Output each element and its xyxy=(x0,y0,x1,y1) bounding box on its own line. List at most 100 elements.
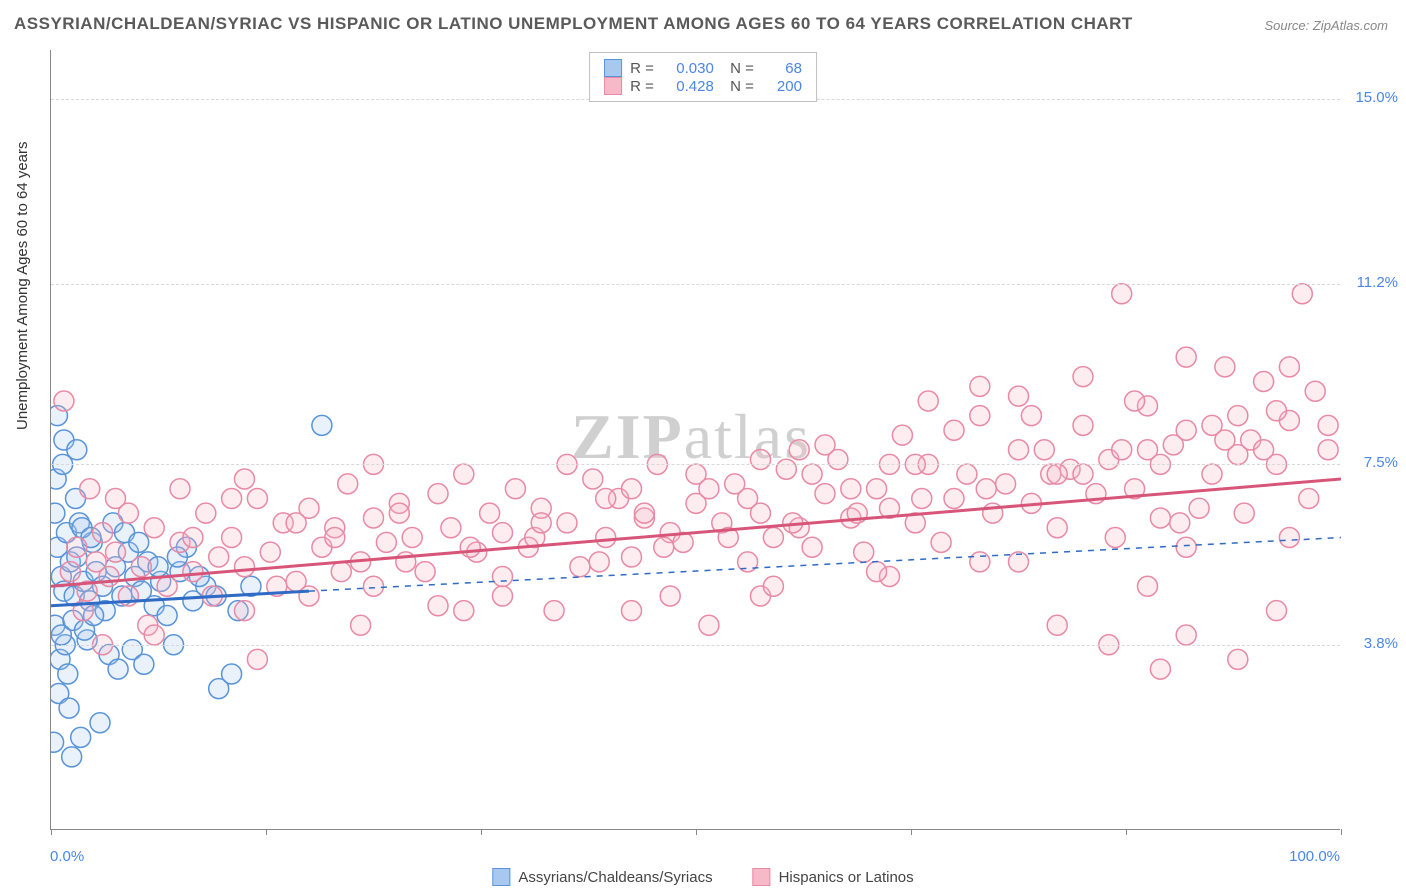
x-tick-mark xyxy=(481,829,482,835)
scatter-point xyxy=(1009,386,1029,406)
scatter-point xyxy=(789,440,809,460)
scatter-point xyxy=(1047,615,1067,635)
scatter-point xyxy=(1176,537,1196,557)
scatter-point xyxy=(505,479,525,499)
scatter-point xyxy=(1047,518,1067,538)
legend-row-1: R = 0.030 N = 68 xyxy=(604,59,802,77)
scatter-point xyxy=(106,542,126,562)
scatter-point xyxy=(1215,357,1235,377)
scatter-point xyxy=(1073,464,1093,484)
scatter-point xyxy=(90,713,110,733)
scatter-point xyxy=(67,440,87,460)
scatter-point xyxy=(583,469,603,489)
scatter-point xyxy=(1034,440,1054,460)
scatter-point xyxy=(441,518,461,538)
scatter-point xyxy=(776,459,796,479)
scatter-point xyxy=(415,562,435,582)
scatter-point xyxy=(1047,464,1067,484)
scatter-point xyxy=(1318,415,1338,435)
scatter-point xyxy=(1254,372,1274,392)
scatter-point xyxy=(931,532,951,552)
source-label: Source: ZipAtlas.com xyxy=(1264,18,1388,33)
scatter-point xyxy=(738,489,758,509)
gridline-h xyxy=(51,464,1340,465)
swatch-bottom-1 xyxy=(492,868,510,886)
scatter-point xyxy=(1073,415,1093,435)
scatter-point xyxy=(1267,601,1287,621)
scatter-point xyxy=(183,528,203,548)
n-label-2: N = xyxy=(722,78,754,95)
legend-item-1: Assyrians/Chaldeans/Syriacs xyxy=(492,868,712,886)
scatter-point xyxy=(970,552,990,572)
scatter-point xyxy=(944,489,964,509)
plot-area: ZIPatlas xyxy=(50,50,1340,830)
scatter-point xyxy=(570,557,590,577)
scatter-point xyxy=(699,479,719,499)
scatter-point xyxy=(51,503,65,523)
scatter-point xyxy=(1202,464,1222,484)
scatter-point xyxy=(222,489,242,509)
scatter-point xyxy=(802,537,822,557)
scatter-point xyxy=(1150,508,1170,528)
scatter-point xyxy=(622,547,642,567)
legend-row-2: R = 0.428 N = 200 xyxy=(604,77,802,95)
swatch-series-1 xyxy=(604,59,622,77)
scatter-point xyxy=(1234,503,1254,523)
scatter-point xyxy=(867,562,887,582)
scatter-point xyxy=(247,489,267,509)
scatter-point xyxy=(71,727,91,747)
scatter-point xyxy=(183,562,203,582)
legend-label-2: Hispanics or Latinos xyxy=(779,869,914,886)
scatter-point xyxy=(170,479,190,499)
scatter-point xyxy=(338,474,358,494)
scatter-point xyxy=(376,532,396,552)
scatter-point xyxy=(54,391,74,411)
scatter-point xyxy=(67,537,87,557)
scatter-point xyxy=(1112,440,1132,460)
gridline-h xyxy=(51,284,1340,285)
r-label-1: R = xyxy=(630,60,654,77)
scatter-point xyxy=(325,528,345,548)
swatch-bottom-2 xyxy=(753,868,771,886)
scatter-point xyxy=(196,503,216,523)
scatter-point xyxy=(129,532,149,552)
y-tick-label: 3.8% xyxy=(1364,635,1398,652)
scatter-point xyxy=(1299,489,1319,509)
x-tick-mark xyxy=(51,829,52,835)
scatter-point xyxy=(976,479,996,499)
scatter-point xyxy=(763,576,783,596)
gridline-h xyxy=(51,645,1340,646)
scatter-point xyxy=(1176,420,1196,440)
y-tick-label: 7.5% xyxy=(1364,454,1398,471)
scatter-point xyxy=(93,523,113,543)
y-tick-label: 11.2% xyxy=(1357,274,1398,291)
scatter-point xyxy=(1170,513,1190,533)
scatter-point xyxy=(1112,284,1132,304)
scatter-point xyxy=(1125,391,1145,411)
scatter-point xyxy=(634,503,654,523)
scatter-point xyxy=(108,659,128,679)
scatter-point xyxy=(970,406,990,426)
legend-correlation-box: R = 0.030 N = 68 R = 0.428 N = 200 xyxy=(589,52,817,102)
scatter-point xyxy=(131,557,151,577)
legend-label-1: Assyrians/Chaldeans/Syriacs xyxy=(518,869,712,886)
scatter-point xyxy=(58,664,78,684)
scatter-point xyxy=(331,562,351,582)
x-tick-mark xyxy=(266,829,267,835)
scatter-point xyxy=(1150,659,1170,679)
scatter-point xyxy=(260,542,280,562)
scatter-point xyxy=(428,596,448,616)
scatter-point xyxy=(854,542,874,562)
scatter-point xyxy=(286,513,306,533)
scatter-point xyxy=(596,528,616,548)
x-tick-mark xyxy=(1126,829,1127,835)
x-tick-mark xyxy=(696,829,697,835)
scatter-point xyxy=(80,479,100,499)
scatter-point xyxy=(1176,625,1196,645)
scatter-point xyxy=(454,601,474,621)
r-value-2: 0.428 xyxy=(662,78,714,95)
scatter-point xyxy=(1138,576,1158,596)
scatter-point xyxy=(118,503,138,523)
scatter-point xyxy=(1228,406,1248,426)
scatter-point xyxy=(364,508,384,528)
